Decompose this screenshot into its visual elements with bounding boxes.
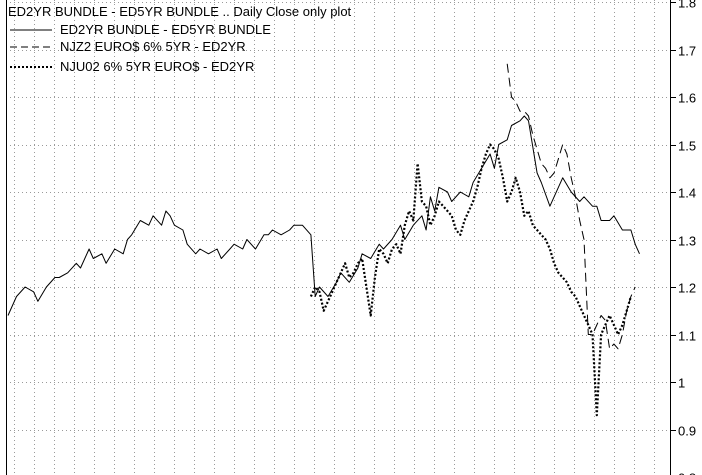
y-tick-label: 1.6 [678,91,696,106]
legend: ED2YR BUNDLE - ED5YR BUNDLE NJZ2 EURO$ 6… [10,22,271,74]
y-axis-ticks: 0.8 0.9 1 1.1 1.2 1.3 1.4 1.5 1.6 1.7 1.8 [670,0,696,475]
y-tick-label: 1.7 [678,44,696,59]
y-tick-label: 1.3 [678,234,696,249]
series-line-1 [7,115,640,316]
y-tick-label: 1.5 [678,139,696,154]
legend-label-series-3: NJU02 6% 5YR EURO$ - ED2YR [60,59,254,74]
y-tick-label: 1.4 [678,186,696,201]
y-tick-label: 0.8 [678,471,696,475]
series-line-2 [506,63,636,350]
y-tick-label: 0.9 [678,424,696,439]
y-tick-label: 1.2 [678,281,696,296]
plot-area [6,2,670,472]
y-tick-label: 1.1 [678,329,696,344]
legend-label-series-2: NJZ2 EURO$ 6% 5YR - ED2YR [60,39,246,54]
y-tick-label: 1 [678,376,685,391]
horizontal-gridlines [6,2,670,431]
series-layer [7,63,640,417]
chart-title: ED2YR BUNDLE - ED5YR BUNDLE .. Daily Clo… [8,4,352,19]
legend-label-series-1: ED2YR BUNDLE - ED5YR BUNDLE [60,22,271,37]
y-tick-label: 1.8 [678,0,696,11]
series-line-3 [309,143,632,417]
